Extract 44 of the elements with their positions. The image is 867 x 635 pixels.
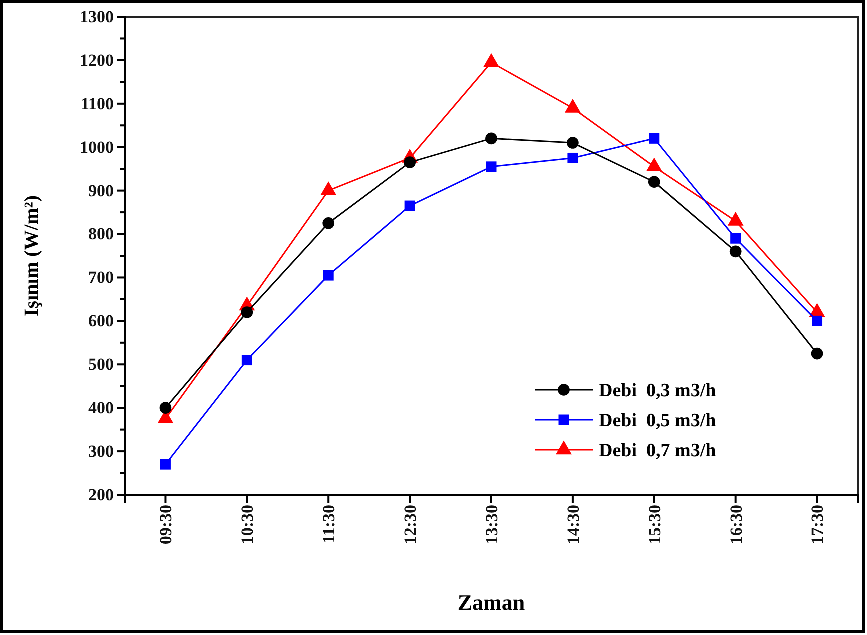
legend-label: Debi 0,3 m3/h: [599, 380, 717, 402]
y-tick-label: 800: [88, 224, 114, 244]
point: [323, 270, 334, 281]
point: [242, 355, 252, 366]
x-tick-label: 11:30: [320, 505, 339, 544]
point: [486, 162, 497, 172]
y-tick-label: 500: [88, 355, 114, 374]
point: [567, 137, 579, 149]
x-tick-label: 09:30: [156, 505, 176, 545]
point: [486, 132, 498, 145]
x-tick-label: 12:30: [401, 505, 420, 545]
x-tick-label: 13:30: [482, 505, 502, 545]
y-tick-label: 900: [88, 181, 114, 200]
legend-label: Debi 0,7 m3/h: [599, 440, 717, 462]
point: [160, 402, 172, 414]
point: [241, 306, 254, 318]
y-tick-label: 400: [88, 398, 114, 418]
point: [730, 233, 742, 244]
y-tick-label: 300: [88, 442, 114, 461]
y-tick-label: 1000: [80, 138, 114, 157]
y-tick-label: 600: [88, 312, 114, 331]
y-tick-label: 1100: [80, 94, 114, 114]
y-tick-label: 1300: [80, 7, 114, 26]
point: [322, 218, 335, 230]
point: [812, 316, 823, 326]
x-axis-title: Zaman: [458, 590, 526, 615]
point: [160, 459, 171, 470]
point: [404, 200, 416, 212]
y-tick-label: 1200: [80, 50, 114, 70]
x-tick-label: 14:30: [564, 505, 583, 545]
x-tick-label: 15:30: [645, 505, 664, 545]
x-tick-label: 16:30: [726, 505, 746, 545]
point: [568, 152, 578, 164]
y-tick-label: 200: [88, 485, 114, 504]
y-axis-title: Işınım (W/m²): [21, 196, 43, 316]
x-tick-label: 17:30: [808, 505, 828, 545]
point: [404, 156, 416, 168]
y-tick-label: 700: [88, 268, 114, 288]
point: [649, 133, 660, 144]
x-tick-label: 10:30: [238, 505, 258, 545]
point: [811, 348, 824, 360]
legend-label: Debi 0,5 m3/h: [599, 410, 717, 432]
point: [730, 246, 742, 258]
point: [648, 176, 660, 188]
